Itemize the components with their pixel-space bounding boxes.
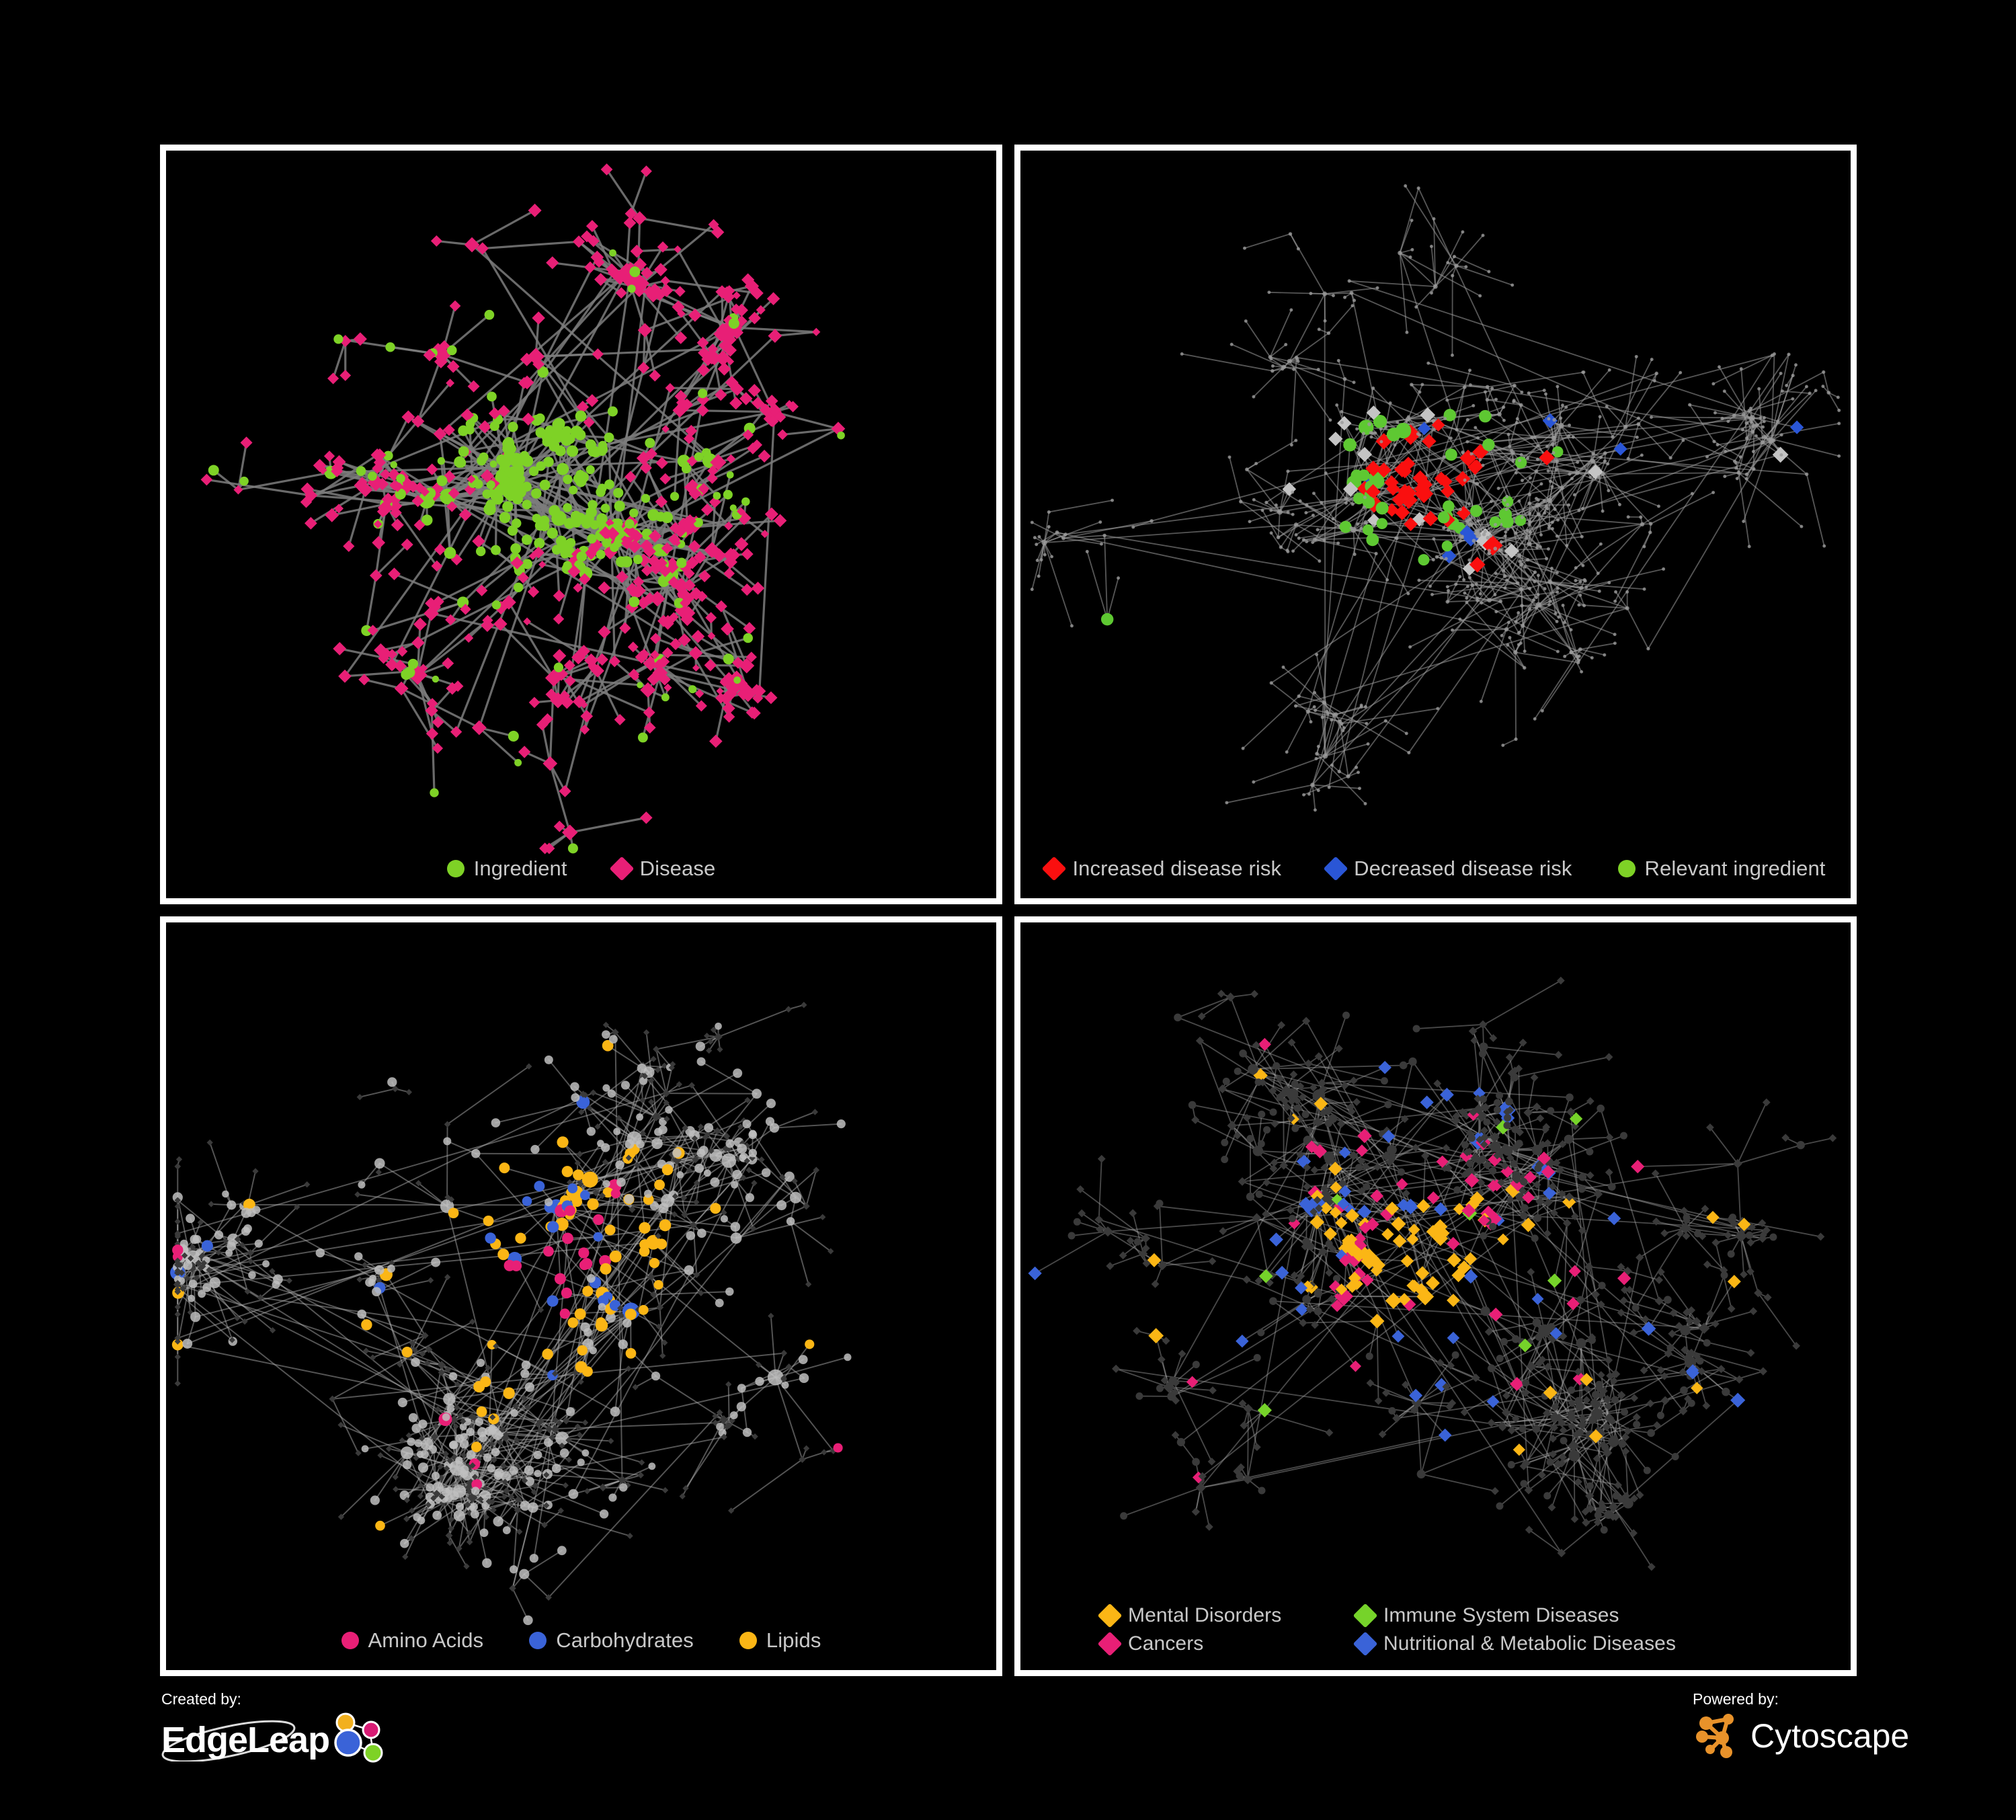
edgeleap-network-icon xyxy=(334,1712,383,1763)
network-canvas-1 xyxy=(200,163,846,855)
cytoscape-network-icon xyxy=(1696,1714,1734,1758)
cytoscape-wordmark: Cytoscape xyxy=(1750,1717,1910,1755)
network-nodes xyxy=(1030,184,1841,812)
network-edges xyxy=(177,1004,848,1621)
powered-by-branding: Powered by: xyxy=(1693,1690,1909,1761)
network-nodes xyxy=(170,1002,852,1626)
network-edges xyxy=(1034,980,1834,1568)
panel-grid: Ingredient Disease Increased disease risk… xyxy=(160,145,1857,1676)
network-nodes xyxy=(200,163,846,855)
edgeleap-swoosh-icon xyxy=(161,1720,296,1762)
created-by-branding: Created by: EdgeLeap xyxy=(161,1690,393,1769)
panel-nutrient-class[interactable]: Amino Acids Carbohydrates Lipids xyxy=(160,916,1002,1676)
panel-disease-category[interactable]: Mental Disorders Immune System Diseases Ca… xyxy=(1014,916,1857,1676)
network-edges xyxy=(1031,185,1840,811)
panel-ingredient-disease[interactable]: Ingredient Disease xyxy=(160,145,1002,904)
panel-disease-risk[interactable]: Increased disease risk Decreased disease … xyxy=(1014,145,1857,904)
network-canvas-2 xyxy=(1030,184,1841,812)
cytoscape-logo: Cytoscape xyxy=(1693,1711,1909,1761)
footer: Created by: EdgeLeap Power xyxy=(0,1681,2016,1802)
created-by-kicker: Created by: xyxy=(161,1690,241,1708)
edgeleap-logo: EdgeLeap xyxy=(161,1711,393,1769)
network-canvas-4 xyxy=(1028,976,1837,1571)
network-canvas-3 xyxy=(170,1002,852,1626)
powered-by-kicker: Powered by: xyxy=(1693,1690,1779,1708)
edgeleap-wordmark: EdgeLeap xyxy=(161,1720,330,1760)
